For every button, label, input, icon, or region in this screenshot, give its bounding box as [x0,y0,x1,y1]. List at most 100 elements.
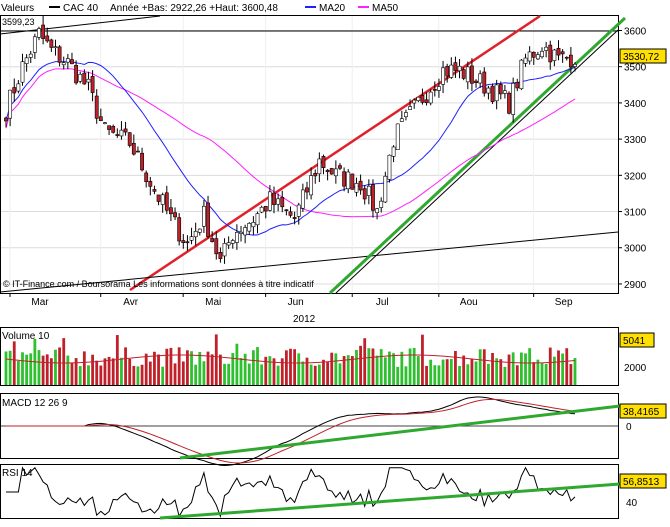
volume-bar-100 [416,356,420,385]
volume-bar-131 [544,363,548,385]
volume-bar-23 [99,365,103,385]
candle-body-49 [206,202,210,237]
candle-body-114 [474,80,478,84]
candle-body-71 [296,204,301,217]
candle-body-109 [453,62,458,71]
candle-body-115 [478,73,483,84]
macd-line [6,396,576,467]
volume-bar-118 [491,352,494,385]
volume-bar-2 [12,341,16,385]
macd-label: MACD 12 26 9 [2,398,68,409]
candle-body-79 [329,168,334,175]
volume-bar-106 [441,359,445,385]
x-tick-label-Mar: Mar [31,297,49,308]
volume-bar-56 [235,343,239,385]
volume-bar-86 [359,345,362,385]
year-range-label: Année +Bas: 2922,26 +Haut: 3600,48 [110,3,278,14]
candle-body-7 [32,36,37,53]
volume-bar-52 [219,354,222,385]
volume-bar-40 [169,347,173,385]
volume-bar-85 [355,349,358,385]
volume-bar-48 [202,361,206,385]
volume-bar-70 [293,349,297,385]
candle-body-131 [544,46,549,51]
candle-body-0 [4,117,8,122]
x-tick-label-Jun: Jun [288,297,304,308]
candle-body-22 [94,95,99,119]
rsi-polyline [6,466,576,519]
volume-bar-91 [379,349,383,385]
volume-bar-133 [552,356,556,385]
volume-bar-29 [124,347,127,385]
volume-bar-46 [194,364,198,385]
candle-body-99 [412,99,417,104]
volume-bar-16 [70,363,74,385]
volume-bar-9 [41,355,45,385]
ma50-legend-label: MA50 [372,3,399,14]
volume-bar-71 [297,353,301,385]
volume-bar-45 [190,351,193,385]
candle-body-1 [8,89,13,119]
values-label: Valeurs [1,3,34,14]
candle-body-2 [12,87,17,94]
candle-body-58 [243,227,248,236]
candle-body-32 [136,150,140,153]
candle-body-26 [111,126,116,133]
candle-body-90 [375,208,379,214]
volume-bar-98 [408,348,412,385]
volume-bar-8 [37,350,41,385]
candle-body-10 [45,35,50,42]
candle-body-108 [449,64,454,78]
candle-body-42 [177,217,182,242]
volume-bar-20 [87,365,90,385]
volume-bar-30 [128,358,132,385]
candle-body-88 [366,185,371,196]
candle-body-16 [70,59,74,65]
candle-body-120 [498,84,503,95]
candle-body-31 [131,142,136,155]
candle-body-84 [350,173,355,190]
volume-bar-43 [181,361,185,385]
candle-body-39 [164,192,169,211]
candle-body-75 [313,172,318,177]
y-tick-label-3200: 3200 [624,171,647,182]
volume-bar-80 [334,353,338,385]
candle-body-128 [531,51,536,58]
volume-bar-123 [511,352,515,385]
candle-body-100 [416,96,421,101]
volume-bar-76 [317,364,321,385]
candle-body-82 [342,171,347,187]
candle-body-36 [152,189,157,192]
volume-bar-60 [251,350,255,385]
volume-bar-99 [412,347,416,385]
volume-bar-59 [247,363,251,385]
volume-bar-69 [289,348,292,385]
chart-header: Valeurs CAC 40 Année +Bas: 2922,26 +Haut… [1,3,399,14]
volume-bar-50 [210,354,214,385]
candle-body-33 [140,152,144,171]
volume-bar-81 [338,363,342,385]
volume-bar-95 [396,366,400,385]
candle-body-68 [284,209,289,211]
volume-bar-107 [445,359,449,385]
volume-bar-121 [503,366,507,385]
svg-text:5041: 5041 [623,336,646,347]
candle-body-61 [255,213,260,226]
volume-value-box: 5041 [619,332,655,348]
macd-green-trendline [179,404,621,460]
volume-bar-78 [326,362,330,385]
candle-body-51 [214,238,219,255]
candle-body-59 [247,223,252,232]
volume-bar-65 [272,358,276,385]
volume-bar-62 [260,364,264,385]
candle-body-105 [437,86,441,91]
x-tick-label-Sep: Sep [555,297,573,308]
credit-text: © IT-Finance.com / Boursorama Les inform… [3,279,314,289]
candle-body-119 [494,84,499,102]
candle-body-112 [465,66,470,83]
candle-body-73 [305,187,309,193]
volume-bar-6 [29,353,33,385]
candle-body-65 [272,192,276,205]
candle-body-110 [457,65,462,72]
